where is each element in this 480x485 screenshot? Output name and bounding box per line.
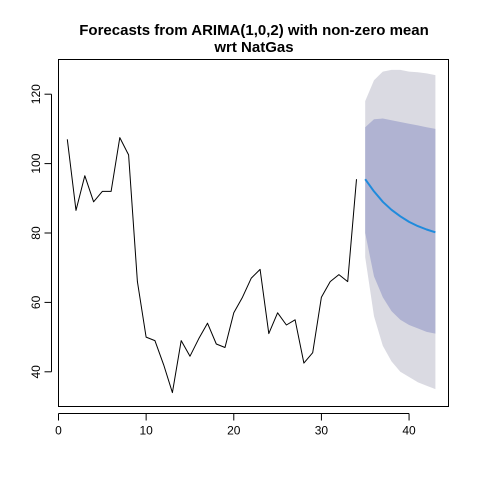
x-tick-label: 0	[55, 424, 62, 438]
series-line-observed	[66, 137, 357, 394]
series-lines	[66, 137, 436, 394]
chart-title: Forecasts from ARIMA(1,0,2) with non-zer…	[79, 22, 429, 39]
x-tick-label: 40	[402, 424, 416, 438]
y-tick-label: 80	[29, 226, 43, 240]
y-tick-label: 40	[29, 365, 43, 379]
y-tick-label: 60	[29, 295, 43, 309]
band-80	[365, 118, 436, 334]
y-tick-label: 120	[29, 84, 43, 104]
series-line-forecast-mean	[364, 178, 436, 234]
plot-frame	[58, 59, 449, 407]
x-tick-label: 30	[315, 424, 329, 438]
axes: 0 10 20 30 40 40 60 80 100 120	[29, 84, 416, 438]
x-tick-label: 10	[139, 424, 153, 438]
chart-subtitle: wrt NatGas	[213, 39, 293, 56]
y-tick-label: 100	[29, 153, 43, 173]
forecast-bands	[365, 69, 436, 390]
x-tick-label: 20	[227, 424, 241, 438]
